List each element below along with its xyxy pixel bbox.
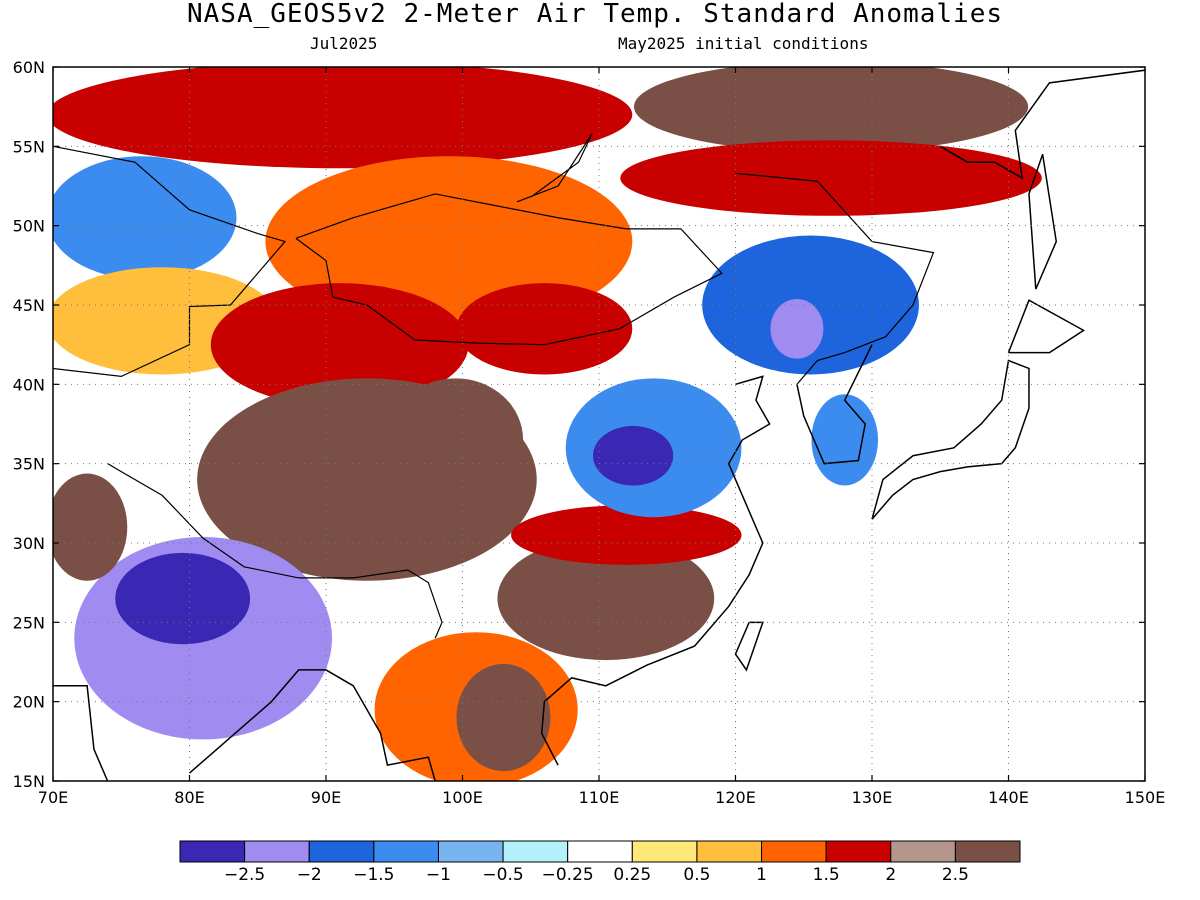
anomaly-region-xinjiang-warm (210, 283, 469, 407)
lat-tick-label: 20N (13, 693, 45, 712)
legend-label: 2 (885, 865, 896, 885)
anomaly-region-sw-china-very-warm (497, 537, 715, 661)
legend-label: 0.25 (613, 865, 651, 885)
lon-tick-label: 70E (38, 788, 68, 807)
forecast-month: Jul2025 (310, 34, 378, 53)
china-coastline (540, 375, 771, 766)
anomaly-region-north-china-core (593, 425, 674, 486)
korea-coastline (796, 344, 873, 465)
legend-label: 2.5 (942, 865, 969, 885)
legend-label: −0.25 (542, 865, 594, 885)
lat-tick-label: 50N (13, 217, 45, 236)
japan-coastline (871, 359, 1030, 520)
legend-label: 1.5 (813, 865, 840, 885)
lon-tick-label: 100E (442, 788, 483, 807)
legend-swatch (502, 840, 569, 863)
lat-tick-label: 15N (13, 772, 45, 791)
lat-tick-label: 55N (13, 137, 45, 156)
hokkaido-coastline (1007, 299, 1086, 354)
lon-tick-label: 120E (715, 788, 756, 807)
india-coastline (53, 685, 109, 782)
legend-label: 1 (756, 865, 767, 885)
lon-tick-label: 150E (1125, 788, 1166, 807)
initial-conditions-label: May2025 initial conditions (618, 34, 869, 53)
legend-swatch (308, 840, 375, 863)
legend-swatch (373, 840, 439, 863)
legend-swatch (761, 840, 827, 863)
legend-label: −1 (426, 865, 451, 885)
lon-tick-label: 110E (579, 788, 620, 807)
anomaly-region-russia-far-east-very-warm (634, 67, 1029, 153)
anomaly-region-qinghai-very-warm (388, 378, 524, 502)
lat-tick-label: 45N (13, 296, 45, 315)
legend-swatch (179, 840, 246, 863)
legend-swatch (631, 840, 698, 863)
bay-of-bengal-coastline (189, 669, 436, 782)
legend-label: −2.5 (224, 865, 265, 885)
lon-tick-label: 130E (852, 788, 893, 807)
okhotsk-coastline (939, 69, 1146, 180)
lat-tick-label: 40N (13, 375, 45, 394)
legend-swatch (437, 840, 504, 863)
lon-tick-label: 80E (174, 788, 204, 807)
taiwan-coastline (734, 621, 764, 672)
legend-swatch (696, 840, 763, 863)
lat-tick-label: 35N (13, 455, 45, 474)
legend-swatch (825, 840, 892, 863)
anomaly-region-siberia-north-warm (53, 67, 633, 169)
mongolia-border (295, 193, 723, 346)
lon-tick-label: 140E (988, 788, 1029, 807)
anomaly-region-kazakhstan-cool (53, 156, 237, 280)
chart-title: NASA_GEOS5v2 2-Meter Air Temp. Standard … (186, 0, 1003, 29)
legend-label: −2 (297, 865, 322, 885)
legend-label: 0.5 (683, 865, 710, 885)
amur-border (735, 172, 935, 385)
legend-label: −0.5 (482, 865, 523, 885)
anomaly-region-amur-warm (620, 140, 1042, 216)
lon-tick-label: 90E (311, 788, 341, 807)
anomaly-region-india-core (115, 552, 251, 645)
lake-baikal (516, 133, 593, 203)
anomaly-region-pakistan-warm (53, 473, 128, 581)
anomaly-region-indochina-core (456, 663, 551, 772)
lat-tick-label: 25N (13, 613, 45, 632)
legend-swatch (244, 840, 310, 863)
legend-label: −1.5 (353, 865, 394, 885)
anomaly-region-yangtze-warm (511, 505, 742, 565)
lat-tick-label: 60N (13, 58, 45, 77)
kazakhstan-border (52, 145, 287, 378)
legend-swatch (954, 840, 1021, 863)
anomaly-region-korea-cool (811, 394, 878, 486)
legend-swatch (890, 840, 956, 863)
anomaly-region-manchuria-core (770, 299, 824, 359)
legend-swatch (567, 840, 633, 863)
anomaly-region-gobi-warm (456, 283, 633, 375)
lat-tick-label: 30N (13, 534, 45, 553)
